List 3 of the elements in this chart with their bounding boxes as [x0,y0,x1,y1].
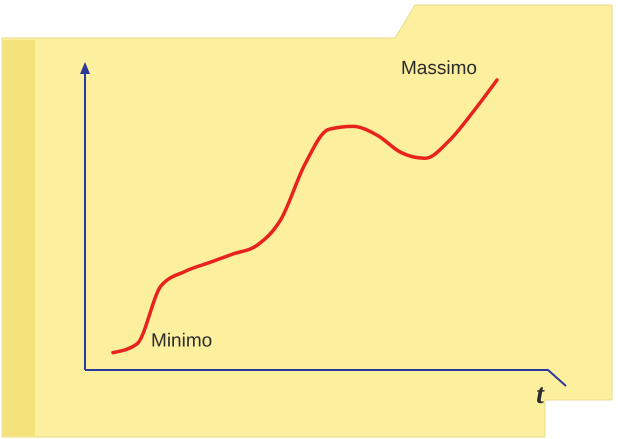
text: Massimo [400,58,478,79]
x-axis-title: t [536,379,546,410]
annotation: Minimo [151,330,212,352]
